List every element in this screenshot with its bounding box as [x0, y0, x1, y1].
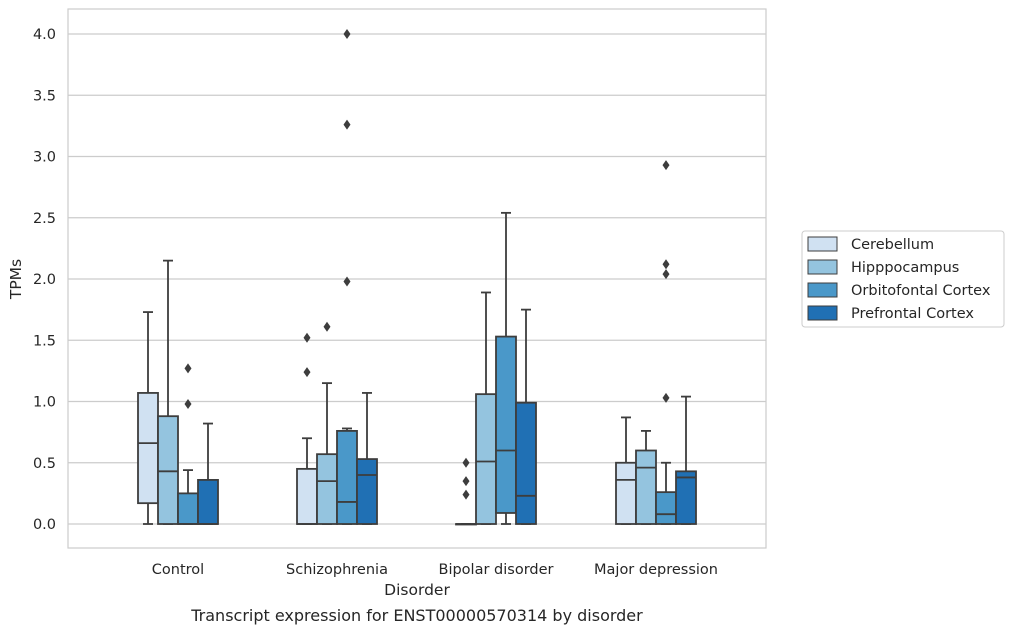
outlier-point	[662, 269, 670, 280]
box-cerebellum-1	[296, 332, 318, 525]
box-prefrontal-cortex-0	[197, 422, 219, 525]
x-tick-label: Schizophrenia	[286, 562, 388, 578]
y-tick-label: 3.5	[33, 88, 56, 104]
x-axis-ticks: Control Schizophrenia Bipolar disorder Majo…	[152, 562, 718, 578]
y-tick-label: 1.5	[33, 333, 56, 349]
box-prefrontal-cortex-1	[356, 392, 378, 525]
outlier-point	[662, 392, 670, 403]
legend-label: Cerebellum	[851, 237, 934, 253]
y-tick-label: 1.0	[33, 395, 56, 411]
y-tick-label: 2.0	[33, 272, 56, 288]
box-iqr	[316, 453, 338, 525]
x-tick-label: Major depression	[594, 562, 718, 578]
outlier-point	[343, 119, 351, 130]
legend-frame	[801, 230, 1005, 328]
legend-label: Hipppocampus	[851, 260, 959, 276]
box-orbitofontal-cortex-2	[495, 211, 517, 525]
box-iqr	[515, 401, 537, 525]
y-tick-label: 2.5	[33, 211, 56, 227]
box-iqr	[177, 492, 199, 525]
box-plot-series	[137, 29, 697, 526]
y-tick-label: 4.0	[33, 27, 56, 43]
legend-swatch	[807, 305, 838, 321]
y-axis-label: TPMs	[7, 259, 25, 300]
outlier-point	[662, 160, 670, 171]
figure-caption: Transcript expression for ENST0000057031…	[191, 606, 643, 625]
box-hipppocampus-2	[475, 291, 497, 525]
outlier-point	[303, 332, 311, 343]
box-iqr	[495, 335, 517, 514]
box-iqr	[475, 393, 497, 525]
box-iqr	[157, 415, 179, 525]
box-hipppocampus-3	[635, 429, 657, 525]
gridlines	[68, 33, 766, 525]
box-orbitofontal-cortex-3	[655, 160, 677, 525]
outlier-point	[462, 476, 470, 487]
legend-items: Cerebellum Hipppocampus Orbitofontal Corte…	[807, 236, 991, 322]
box-cerebellum-2	[455, 457, 477, 526]
box-iqr	[296, 467, 318, 525]
legend-swatch	[807, 236, 838, 252]
box-cerebellum-0	[137, 311, 159, 525]
box-iqr	[197, 478, 219, 525]
legend-label: Prefrontal Cortex	[851, 306, 974, 322]
box-iqr	[137, 392, 159, 505]
outlier-point	[303, 367, 311, 378]
box-iqr	[635, 449, 657, 525]
box-orbitofontal-cortex-1	[336, 29, 358, 525]
legend-label: Orbitofontal Cortex	[851, 283, 991, 299]
y-tick-label: 0.5	[33, 456, 56, 472]
box-prefrontal-cortex-2	[515, 308, 537, 525]
plot-area-frame	[67, 8, 767, 549]
x-tick-label: Control	[152, 562, 204, 578]
box-iqr	[356, 458, 378, 525]
x-axis-label: Disorder	[384, 581, 450, 599]
legend-swatch	[807, 282, 838, 298]
outlier-point	[184, 398, 192, 409]
box-iqr	[655, 491, 677, 525]
box-hipppocampus-0	[157, 259, 179, 525]
outlier-point	[343, 276, 351, 287]
legend-swatch	[807, 259, 838, 275]
outlier-point	[184, 363, 192, 374]
outlier-point	[323, 321, 331, 332]
outlier-point	[462, 489, 470, 500]
box-iqr	[615, 461, 637, 525]
y-axis-ticks: 0.0 0.5 1.0 1.5 2.0 2.5 3.0 3.5 4.0	[33, 27, 56, 533]
box-prefrontal-cortex-3	[675, 395, 697, 525]
box-hipppocampus-1	[316, 321, 338, 525]
box-orbitofontal-cortex-0	[177, 363, 199, 525]
y-tick-label: 0.0	[33, 517, 56, 533]
legend: Cerebellum Hipppocampus Orbitofontal Corte…	[801, 230, 1005, 328]
outlier-point	[462, 457, 470, 468]
outlier-point	[343, 29, 351, 39]
y-tick-label: 3.0	[33, 150, 56, 166]
outlier-point	[662, 259, 670, 270]
x-tick-label: Bipolar disorder	[439, 562, 554, 578]
box-cerebellum-3	[615, 416, 637, 525]
box-iqr	[336, 429, 358, 525]
box-iqr	[675, 470, 697, 525]
